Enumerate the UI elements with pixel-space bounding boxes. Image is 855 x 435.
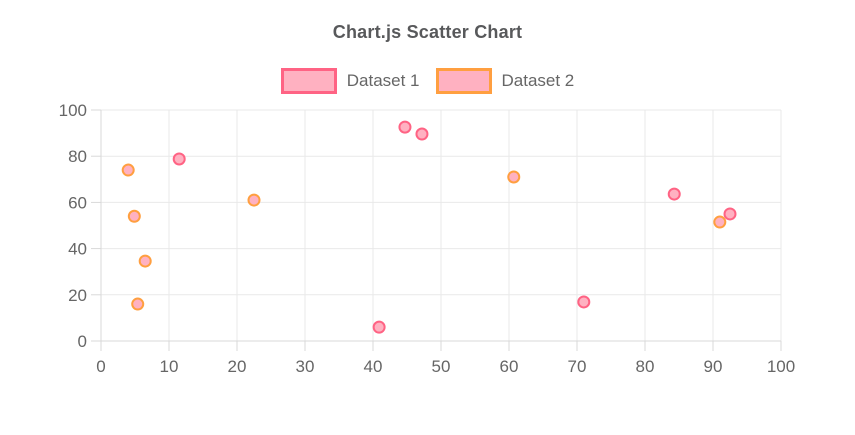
legend-item-dataset-1[interactable]: Dataset 1 xyxy=(280,68,420,94)
scatter-point-dataset-1[interactable] xyxy=(398,120,412,134)
y-tick-label: 60 xyxy=(68,193,87,212)
y-tick-label: 40 xyxy=(68,240,87,259)
scatter-point-dataset-2[interactable] xyxy=(507,170,521,184)
legend-label-dataset-1: Dataset 1 xyxy=(346,71,420,90)
legend-swatch-dataset-2 xyxy=(435,68,492,94)
x-tick-label: 80 xyxy=(636,357,655,376)
y-tick-label: 100 xyxy=(59,101,87,120)
x-tick-label: 50 xyxy=(432,357,451,376)
scatter-point-dataset-2[interactable] xyxy=(138,254,152,268)
x-tick-label: 60 xyxy=(500,357,519,376)
chart-legend: Dataset 1 Dataset 2 xyxy=(0,68,855,94)
legend-swatch-dataset-1 xyxy=(280,68,337,94)
x-tick-label: 100 xyxy=(767,357,795,376)
y-tick-label: 20 xyxy=(68,286,87,305)
chart-title: Chart.js Scatter Chart xyxy=(332,22,523,42)
y-tick-label: 80 xyxy=(68,147,87,166)
x-tick-label: 70 xyxy=(568,357,587,376)
x-tick-label: 40 xyxy=(364,357,383,376)
scatter-point-dataset-1[interactable] xyxy=(415,127,429,141)
scatter-point-dataset-1[interactable] xyxy=(372,320,386,334)
x-tick-label: 20 xyxy=(228,357,247,376)
legend-label-dataset-2: Dataset 2 xyxy=(501,71,575,90)
legend-item-dataset-2[interactable]: Dataset 2 xyxy=(435,68,575,94)
scatter-point-dataset-2[interactable] xyxy=(127,209,141,223)
scatter-point-dataset-1[interactable] xyxy=(723,207,737,221)
scatter-point-dataset-2[interactable] xyxy=(121,163,135,177)
x-tick-label: 10 xyxy=(160,357,179,376)
scatter-point-dataset-2[interactable] xyxy=(131,297,145,311)
x-tick-label: 30 xyxy=(296,357,315,376)
scatter-point-dataset-2[interactable] xyxy=(713,215,727,229)
x-tick-label: 90 xyxy=(704,357,723,376)
scatter-point-dataset-1[interactable] xyxy=(667,187,681,201)
x-tick-label: 0 xyxy=(96,357,105,376)
y-tick-label: 0 xyxy=(78,332,87,351)
scatter-point-dataset-2[interactable] xyxy=(247,193,261,207)
scatter-point-dataset-1[interactable] xyxy=(172,152,186,166)
scatter-point-dataset-1[interactable] xyxy=(577,295,591,309)
